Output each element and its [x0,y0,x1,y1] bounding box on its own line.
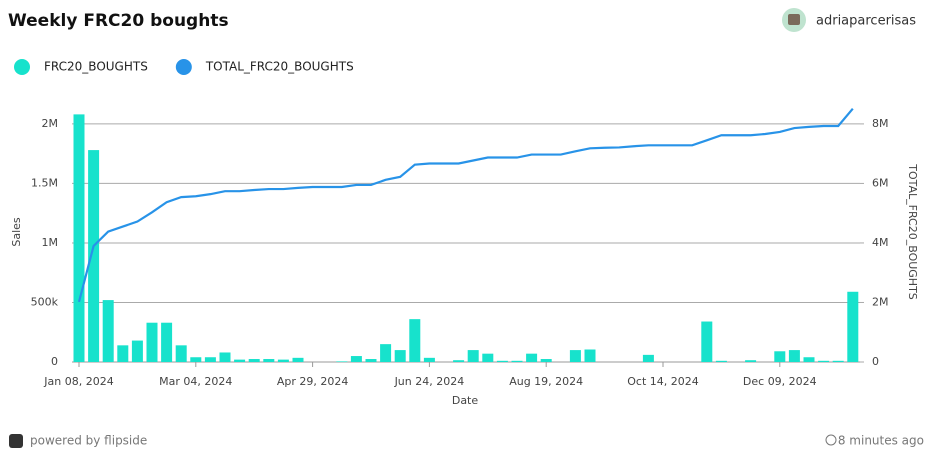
y-tick-label: 0 [51,355,58,368]
bar [496,360,508,362]
updated-time: 8 minutes ago [838,434,924,448]
avatar-figure [788,14,800,25]
legend-swatch[interactable] [175,59,192,75]
brand-logo [9,434,23,448]
y-axis-title: Sales [10,217,23,247]
bar [248,359,260,362]
bar [715,360,727,362]
bar [204,357,216,362]
bar [569,350,581,362]
y2-tick-label: 6M [872,176,889,189]
bar [832,360,844,362]
bar [219,352,231,362]
bar [584,349,596,362]
x-tick-label: Mar 04, 2024 [159,375,232,388]
bar [774,351,786,362]
y-tick-label: 2M [42,117,59,130]
bar [350,356,362,362]
bar [117,345,129,362]
y-tick-label: 500k [31,295,59,308]
bar [263,359,275,362]
x-tick-label: Apr 29, 2024 [277,375,349,388]
bar [467,350,479,362]
clock-icon [825,434,837,446]
bar [847,291,859,362]
y2-tick-label: 2M [872,295,889,308]
y-tick-label: 1M [42,236,59,249]
bar [102,300,114,362]
y2-tick-label: 4M [872,236,889,249]
bar [175,345,187,362]
x-tick-label: Aug 19, 2024 [509,375,583,388]
page-title: Weekly FRC20 boughts [8,11,229,31]
bar [73,114,85,362]
y-tick-label: 1.5M [31,176,58,189]
bar [540,359,552,362]
legend-label[interactable]: TOTAL_FRC20_BOUGHTS [205,60,354,74]
bar [745,360,757,362]
legend-swatch[interactable] [14,59,30,75]
bar [511,360,523,362]
y2-tick-label: 8M [872,117,889,130]
bar [803,357,815,362]
x-tick-label: Dec 09, 2024 [743,375,817,388]
line [77,108,854,303]
bar [701,321,713,362]
x-tick-label: Oct 14, 2024 [627,375,699,388]
bar [818,360,830,362]
bar [409,319,421,362]
bar [190,357,202,362]
bar [146,322,158,362]
brand-text[interactable]: powered by flipside [30,434,147,448]
bar [88,150,100,362]
bar [453,360,465,362]
bar [365,359,377,362]
bar [131,340,143,362]
y2-axis-title: TOTAL_FRC20_BOUGHTS [906,163,919,300]
y2-tick-label: 0 [872,355,879,368]
bar [336,361,348,362]
bar [234,359,246,362]
bar [161,322,173,362]
bar [423,357,435,362]
x-axis-title: Date [452,394,479,407]
x-tick-label: Jan 08, 2024 [43,375,113,388]
x-tick-label: Jun 24, 2024 [394,375,465,388]
bar [642,354,654,362]
bar [292,357,304,362]
bar [277,359,289,362]
bar [788,350,800,362]
bar [380,344,392,362]
username[interactable]: adriaparcerisas [816,14,916,29]
bar [482,353,494,362]
bar [394,350,406,362]
legend-label[interactable]: FRC20_BOUGHTS [44,60,148,74]
bar [526,353,538,362]
